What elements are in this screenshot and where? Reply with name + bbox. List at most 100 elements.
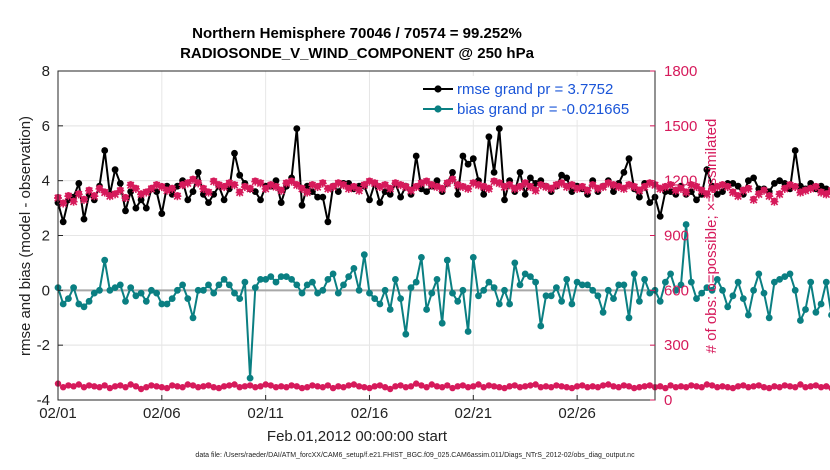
obs-assimilated-marker: [438, 184, 447, 193]
obs-assimilated-marker: [142, 188, 151, 197]
obs-possible-marker: [672, 384, 679, 391]
rmse-point: [480, 191, 488, 198]
y-tick-label: 2: [42, 228, 50, 245]
obs-possible-marker: [667, 382, 674, 389]
rmse-point: [386, 191, 394, 198]
bias-point: [111, 284, 119, 291]
rmse-point: [729, 180, 737, 187]
obs-assimilated-marker: [157, 183, 166, 192]
obs-possible-marker: [610, 383, 617, 390]
bias-point: [397, 295, 404, 302]
bias-point: [272, 278, 280, 286]
bias-point: [179, 281, 187, 289]
obs-possible-marker: [688, 382, 695, 389]
obs-possible-marker: [573, 383, 581, 390]
bias-point: [231, 289, 238, 297]
obs-possible-marker: [657, 383, 664, 390]
bias-point: [85, 297, 93, 305]
bias-point: [610, 295, 617, 302]
bias-point: [355, 286, 363, 294]
obs-possible-marker: [215, 384, 223, 392]
bias-point: [298, 289, 306, 297]
obs-possible-marker: [345, 382, 352, 389]
rmse-point: [625, 155, 633, 163]
bias-point: [174, 286, 181, 294]
obs-assimilated-marker: [318, 179, 327, 188]
bias-point: [807, 278, 815, 286]
obs-assimilated-marker: [173, 192, 182, 201]
rmse-point: [314, 193, 321, 201]
bias-point: [641, 276, 648, 283]
x-axis-label: Feb.01,2012 00:00:00 start: [267, 428, 448, 445]
x-tick-label: 02/06: [143, 405, 181, 422]
obs-assimilated-marker: [521, 179, 530, 188]
obs-assimilated-marker: [422, 177, 431, 186]
obs-possible-marker: [553, 382, 560, 389]
obs-possible-marker: [376, 382, 384, 389]
obs-possible-marker: [127, 381, 134, 388]
obs-assimilated-marker: [329, 183, 338, 192]
obs-assimilated-marker: [360, 181, 369, 190]
y-tick-label: 8: [42, 63, 50, 80]
bias-point: [464, 328, 472, 335]
y2-tick-label: 1800: [664, 63, 697, 80]
obs-possible-marker: [568, 384, 576, 392]
bias-point: [573, 278, 581, 286]
obs-possible-marker: [143, 384, 150, 391]
obs-possible-marker: [350, 381, 358, 388]
y-tick-label: -2: [37, 337, 50, 354]
bias-point: [822, 278, 830, 286]
obs-possible-marker: [407, 383, 415, 390]
bias-point: [168, 295, 176, 302]
obs-possible-marker: [428, 381, 435, 388]
bias-point: [547, 292, 555, 300]
obs-possible-marker: [631, 384, 638, 392]
obs-possible-marker: [122, 384, 129, 391]
obs-possible-marker: [433, 383, 441, 390]
bias-point: [309, 278, 316, 286]
rmse-point: [184, 196, 192, 204]
bias-point: [589, 286, 597, 294]
bias-point: [739, 295, 747, 302]
obs-possible-marker: [85, 382, 93, 389]
bias-point: [137, 289, 145, 297]
obs-possible-marker: [714, 384, 721, 391]
obs-assimilated-marker: [682, 188, 691, 197]
bias-point: [257, 276, 264, 283]
rmse-point: [713, 191, 721, 198]
obs-possible-marker: [272, 384, 280, 391]
obs-possible-marker: [371, 383, 378, 390]
obs-possible-marker: [444, 382, 451, 389]
obs-possible-marker: [262, 381, 269, 388]
bias-point: [506, 300, 513, 308]
bias-point: [771, 278, 778, 286]
bias-point: [511, 259, 519, 267]
obs-possible-marker: [797, 381, 804, 388]
y2-tick-label: 1500: [664, 118, 697, 135]
bias-point: [553, 284, 560, 291]
bias-point: [682, 221, 690, 228]
bias-point: [672, 286, 680, 294]
obs-assimilated-marker: [505, 181, 514, 190]
obs-possible-marker: [246, 382, 254, 389]
x-tick-label: 02/26: [558, 405, 596, 422]
bias-point: [418, 254, 425, 261]
obs-assimilated-marker: [277, 186, 286, 195]
obs-assimilated-marker: [723, 183, 732, 192]
obs-possible-marker: [278, 383, 285, 390]
rmse-point: [293, 125, 301, 132]
bias-point: [475, 292, 482, 300]
obs-assimilated-marker: [734, 192, 743, 201]
obs-possible-marker: [589, 383, 596, 390]
bias-point: [620, 281, 628, 289]
rmse-point: [132, 204, 140, 212]
obs-assimilated-marker: [443, 179, 452, 188]
rmse-point: [59, 218, 67, 226]
y2-tick-label: 900: [664, 228, 689, 245]
bias-point: [189, 314, 197, 322]
bias-point: [693, 295, 700, 302]
rmse-point: [127, 188, 135, 196]
obs-possible-marker: [496, 384, 503, 391]
bias-point: [724, 303, 732, 311]
rmse-point: [277, 199, 285, 207]
